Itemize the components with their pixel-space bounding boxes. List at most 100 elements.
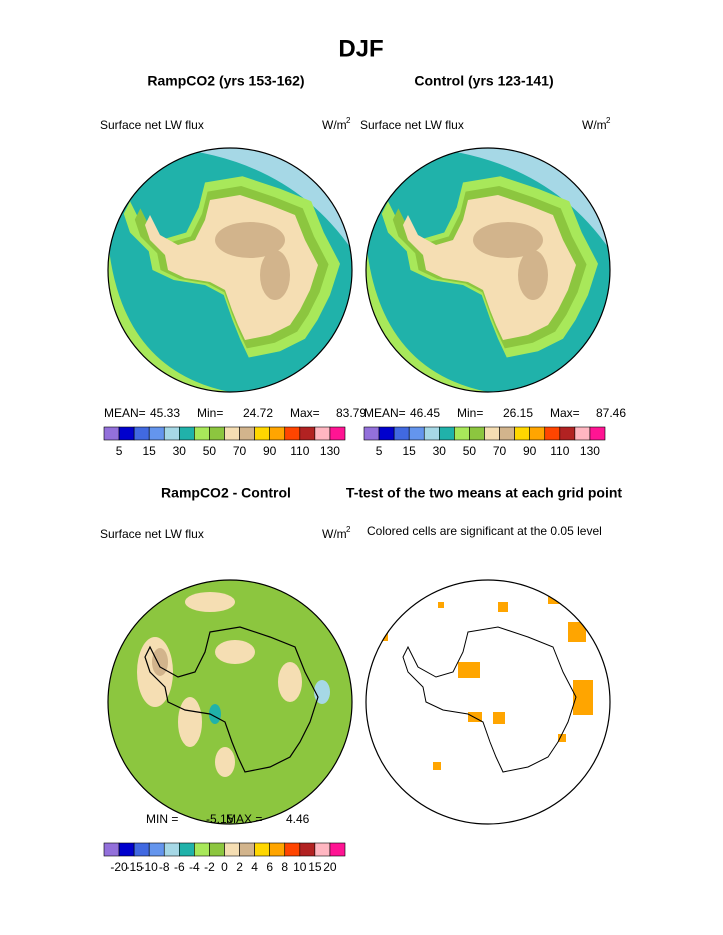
colorbar-box (423, 426, 440, 441)
significant-cell (433, 762, 441, 770)
significant-cell (558, 734, 566, 742)
colorbar-box (439, 426, 455, 441)
panel-note: Colored cells are significant at the 0.0… (367, 524, 602, 538)
stat-value: 45.33 (150, 406, 180, 420)
map (108, 580, 352, 824)
colorbar-box (378, 426, 395, 441)
map-bg (366, 580, 610, 824)
colorbar-box (329, 842, 346, 857)
land-patch (260, 250, 290, 300)
diff-patch (185, 592, 235, 612)
colorbar-box (408, 426, 425, 441)
coastline (402, 626, 577, 773)
stat-label: Min= (197, 406, 223, 420)
colorbar-label: 15 (308, 860, 322, 874)
colorbar-box (224, 426, 240, 441)
colorbar-box (103, 426, 120, 441)
map-border (107, 579, 353, 825)
colorbar-label: 20 (323, 860, 337, 874)
stat-value: 24.72 (243, 406, 273, 420)
colorbar-box (544, 426, 561, 441)
land-patch (518, 250, 548, 300)
colorbar-box (363, 426, 380, 441)
map (366, 148, 610, 392)
colorbar-box (284, 842, 301, 857)
stat-value: 46.45 (410, 406, 440, 420)
colorbar-box (209, 842, 225, 857)
colorbar-box (559, 426, 576, 441)
colorbar-box (163, 842, 180, 857)
colorbar-box (499, 426, 515, 441)
colorbar-label: 5 (116, 444, 123, 458)
significant-cell (573, 680, 593, 715)
colorbar-box (484, 426, 500, 441)
colorbar-box (393, 426, 410, 441)
colorbar-label: 90 (523, 444, 537, 458)
units-exponent: 2 (346, 116, 351, 125)
map (366, 580, 610, 824)
stat-value: 87.46 (596, 406, 626, 420)
stat-value: 4.46 (286, 812, 310, 826)
colorbar-box (194, 842, 210, 857)
panel-title: T-test of the two means at each grid poi… (346, 485, 622, 501)
colorbar-label: 10 (293, 860, 307, 874)
colorbar-box (589, 426, 606, 441)
variable-label: Surface net LW flux (100, 118, 204, 132)
units-label: W/m (322, 118, 347, 132)
diff-patch (215, 640, 255, 664)
colorbar-box (269, 426, 286, 441)
land-patch (215, 222, 285, 258)
colorbar-label: 30 (173, 444, 187, 458)
colorbar-box (179, 842, 195, 857)
colorbar-label: -20 (110, 860, 128, 874)
colorbar-box (299, 842, 316, 857)
colorbar-label: 130 (320, 444, 340, 458)
colorbar-label: 15 (143, 444, 157, 458)
colorbar-box (574, 426, 591, 441)
significant-cell (513, 580, 527, 582)
significant-cell (493, 712, 505, 724)
units-label: W/m (582, 118, 607, 132)
ocean (108, 580, 352, 824)
colorbar-label: 90 (263, 444, 277, 458)
stat-value: -5.15 (206, 812, 234, 826)
colorbar-label: -2 (204, 860, 215, 874)
colorbar-box (514, 426, 530, 441)
colorbar-box (314, 842, 331, 857)
colorbar-box (118, 842, 135, 857)
significant-cell (468, 712, 482, 722)
colorbar-label: 15 (403, 444, 417, 458)
stat-value: 83.79 (336, 406, 366, 420)
colorbar-label: 50 (463, 444, 477, 458)
colorbar-box (148, 426, 165, 441)
colorbar-label: -6 (174, 860, 185, 874)
colorbar-box (299, 426, 316, 441)
colorbar-label: 110 (290, 444, 309, 458)
colorbar-box (529, 426, 546, 441)
colorbar-label: 4 (251, 860, 258, 874)
colorbar-box (194, 426, 210, 441)
map (108, 148, 352, 392)
variable-label: Surface net LW flux (100, 527, 204, 541)
colorbar-label: -8 (159, 860, 170, 874)
colorbar-label: -15 (125, 860, 143, 874)
colorbar-label: 130 (580, 444, 600, 458)
colorbar-box (254, 842, 270, 857)
units-exponent: 2 (346, 525, 351, 534)
colorbar-label: 70 (233, 444, 247, 458)
colorbar-box (148, 842, 165, 857)
colorbar-box (284, 426, 301, 441)
significant-cell (548, 592, 562, 604)
colorbar-box (254, 426, 270, 441)
colorbar-box (133, 426, 150, 441)
colorbar-box (163, 426, 180, 441)
colorbar-label: 50 (203, 444, 217, 458)
colorbar-box (209, 426, 225, 441)
colorbar-box (314, 426, 331, 441)
stat-label: MIN = (146, 812, 178, 826)
colorbar-label: 30 (433, 444, 447, 458)
colorbar-box (329, 426, 346, 441)
panel-title: Control (yrs 123-141) (414, 73, 553, 89)
colorbar-box (239, 426, 255, 441)
